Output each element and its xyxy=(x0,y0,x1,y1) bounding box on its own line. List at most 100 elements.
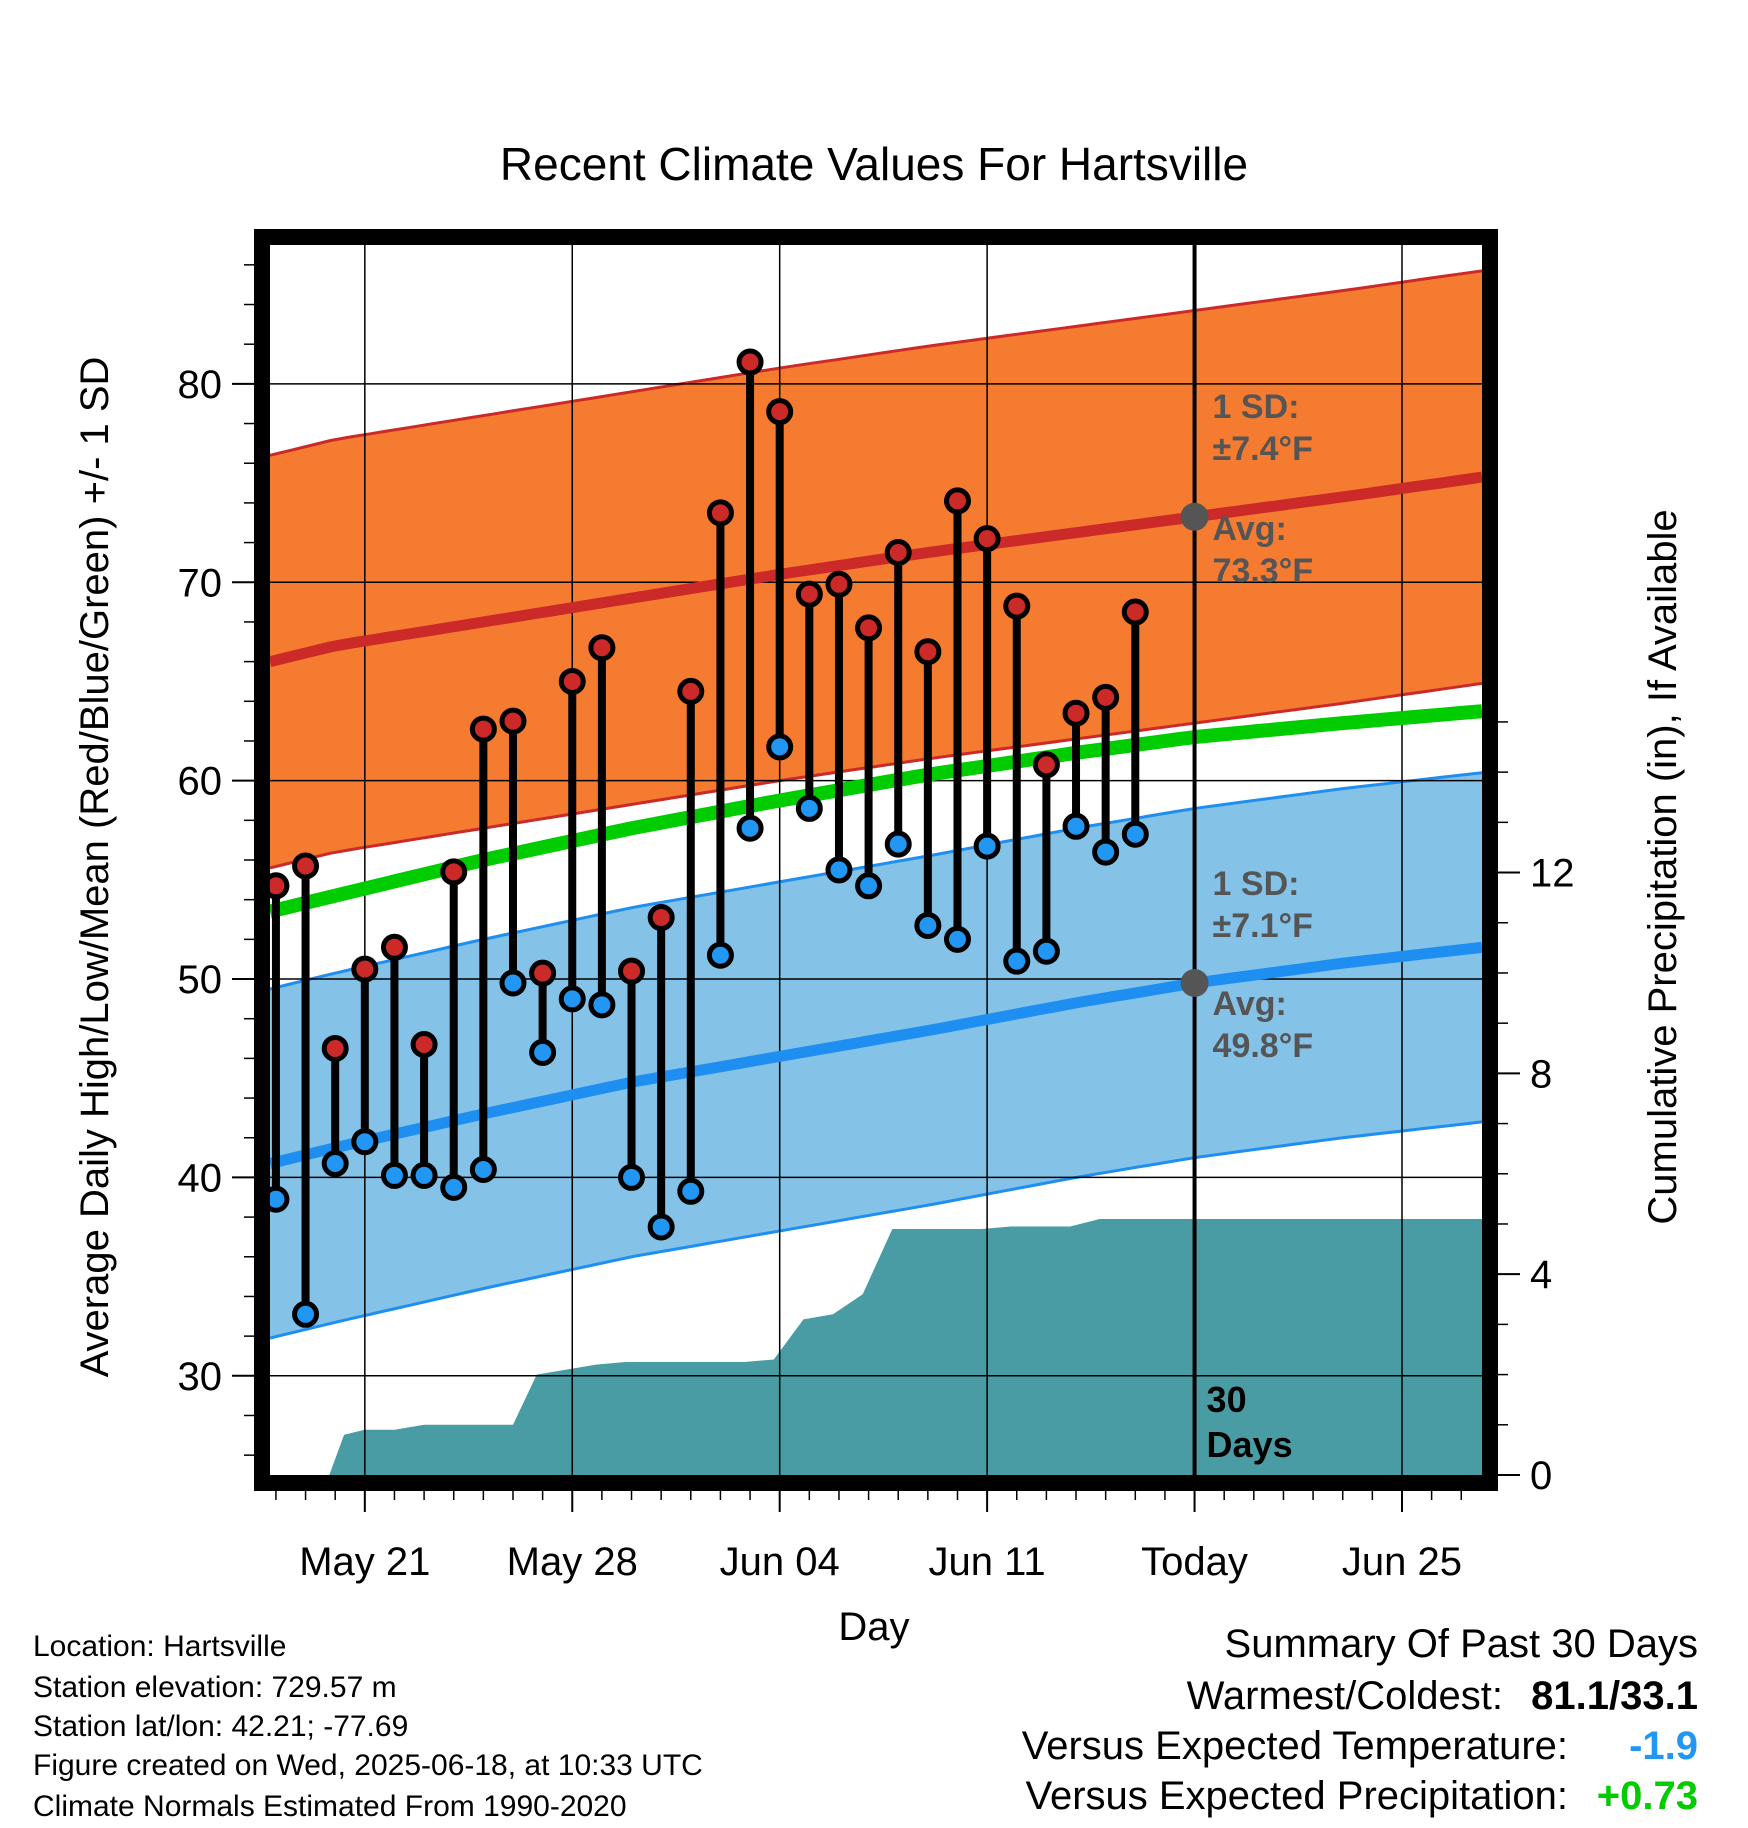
daily-high-point xyxy=(380,933,408,961)
summary-temp-label: Versus Expected Temperature: xyxy=(1021,1724,1568,1768)
daily-high-point xyxy=(1092,683,1120,711)
daily-low-point xyxy=(943,925,971,953)
daily-high-point xyxy=(736,348,764,376)
summary-warmest-coldest-value: 81.1/33.1 xyxy=(1531,1674,1698,1718)
daily-high-point xyxy=(351,955,379,983)
high-avg-value: 73.3°F xyxy=(1213,552,1314,590)
daily-high-point xyxy=(440,858,468,886)
x-tick-label: Jun 11 xyxy=(929,1540,1046,1584)
normal-high-line xyxy=(270,471,1482,667)
daily-low-point xyxy=(618,1163,646,1191)
daily-high-point xyxy=(558,667,586,695)
plot-frame xyxy=(254,229,1498,1491)
daily-high-point xyxy=(766,398,794,426)
daily-low-point xyxy=(351,1128,379,1156)
daily-low-point xyxy=(973,832,1001,860)
daily-high-point xyxy=(292,852,320,880)
daily-low-point xyxy=(1032,937,1060,965)
normal-high-band-upper-edge xyxy=(270,269,1482,457)
daily-low-point xyxy=(380,1161,408,1189)
normal-low-line xyxy=(270,941,1482,1169)
daily-low-point xyxy=(706,941,734,969)
daily-high-point xyxy=(1003,592,1031,620)
meta-latlon: Station lat/lon: 42.21; -77.69 xyxy=(33,1710,409,1743)
low-avg-label: Avg: xyxy=(1213,985,1287,1023)
normal-low-band-lower-edge xyxy=(270,1120,1482,1340)
today-low-avg-marker xyxy=(1180,969,1209,997)
chart-title: Recent Climate Values For Hartsville xyxy=(500,138,1248,190)
daily-low-point xyxy=(855,872,883,900)
daily-high-point xyxy=(855,614,883,642)
daily-low-point xyxy=(410,1161,438,1189)
daily-low-point xyxy=(766,733,794,761)
meta-elevation: Station elevation: 729.57 m xyxy=(33,1671,397,1704)
daily-high-point xyxy=(1062,699,1090,727)
summary-precip-label: Versus Expected Precipitation: xyxy=(1025,1774,1568,1818)
meta-normals: Climate Normals Estimated From 1990-2020 xyxy=(33,1790,627,1823)
x-tick-label: Jun 25 xyxy=(1342,1540,1462,1584)
y-axis-label: Average Daily High/Low/Mean (Red/Blue/Gr… xyxy=(73,357,117,1378)
x-tick-label: Jun 04 xyxy=(720,1540,840,1584)
daily-high-point xyxy=(469,715,497,743)
daily-low-point xyxy=(1092,838,1120,866)
y-tick-label: 30 xyxy=(178,1355,223,1399)
daily-low-point xyxy=(440,1173,468,1201)
daily-high-point xyxy=(973,525,1001,553)
daily-high-point xyxy=(1121,598,1149,626)
daily-low-point xyxy=(736,814,764,842)
normal-low-band-upper-edge xyxy=(270,771,1482,991)
x-tick-label: Today xyxy=(1141,1540,1248,1584)
daily-high-point xyxy=(943,487,971,515)
daily-high-point xyxy=(270,872,290,900)
y-tick-label: 50 xyxy=(178,958,223,1002)
daily-low-point xyxy=(1121,820,1149,848)
plot-area: 1 SD: ±7.4°F Avg: 73.3°F 1 SD: ±7.1°F Avg: 49.8… xyxy=(270,245,1482,1475)
daily-high-point xyxy=(410,1031,438,1058)
daily-high-point xyxy=(795,580,823,608)
today-high-avg-marker xyxy=(1180,502,1209,531)
y2-tick-label: 4 xyxy=(1530,1253,1552,1297)
high-sd-value: ±7.4°F xyxy=(1213,430,1313,468)
daily-low-point xyxy=(558,985,586,1013)
daily-low-point xyxy=(1062,812,1090,840)
high-sd-label: 1 SD: xyxy=(1213,388,1300,426)
summary-title: Summary Of Past 30 Days xyxy=(1224,1622,1698,1666)
today-days-word: Days xyxy=(1207,1424,1293,1465)
high-avg-label: Avg: xyxy=(1213,510,1287,548)
daily-low-point xyxy=(270,1185,290,1213)
normal-high-band-lower-edge xyxy=(270,681,1482,870)
daily-low-point xyxy=(647,1213,675,1241)
daily-low-point xyxy=(588,991,616,1019)
low-avg-value: 49.8°F xyxy=(1213,1027,1314,1065)
daily-low-point xyxy=(1003,947,1031,975)
daily-low-point xyxy=(677,1177,705,1205)
today-days-number: 30 xyxy=(1207,1379,1247,1420)
daily-high-point xyxy=(618,957,646,985)
daily-high-point xyxy=(914,638,942,666)
plot-content xyxy=(270,245,1482,1475)
y-tick-label: 80 xyxy=(178,363,223,407)
daily-low-point xyxy=(529,1038,557,1066)
daily-low-point xyxy=(469,1155,497,1183)
daily-high-point xyxy=(588,634,616,662)
daily-high-point xyxy=(499,707,527,735)
daily-high-point xyxy=(321,1034,349,1062)
summary-temp-value: -1.9 xyxy=(1629,1724,1698,1768)
daily-high-point xyxy=(825,570,853,598)
daily-low-point xyxy=(321,1150,349,1178)
y-tick-label: 60 xyxy=(178,760,223,804)
y2-tick-label: 8 xyxy=(1530,1052,1552,1096)
x-axis-label: Day xyxy=(838,1605,909,1649)
summary-precip-value: +0.73 xyxy=(1596,1774,1698,1818)
y2-tick-label: 0 xyxy=(1530,1454,1552,1498)
y2-axis-label: Cumulative Precipitation (in), If Availa… xyxy=(1641,509,1685,1224)
low-sd-value: ±7.1°F xyxy=(1213,907,1313,945)
daily-high-point xyxy=(706,499,734,527)
daily-low-point xyxy=(292,1300,320,1328)
daily-low-point xyxy=(884,830,912,858)
daily-high-point xyxy=(677,677,705,705)
meta-location: Location: Hartsville xyxy=(33,1630,287,1663)
normal-mean-line xyxy=(270,704,1482,919)
x-tick-label: May 21 xyxy=(299,1540,430,1584)
